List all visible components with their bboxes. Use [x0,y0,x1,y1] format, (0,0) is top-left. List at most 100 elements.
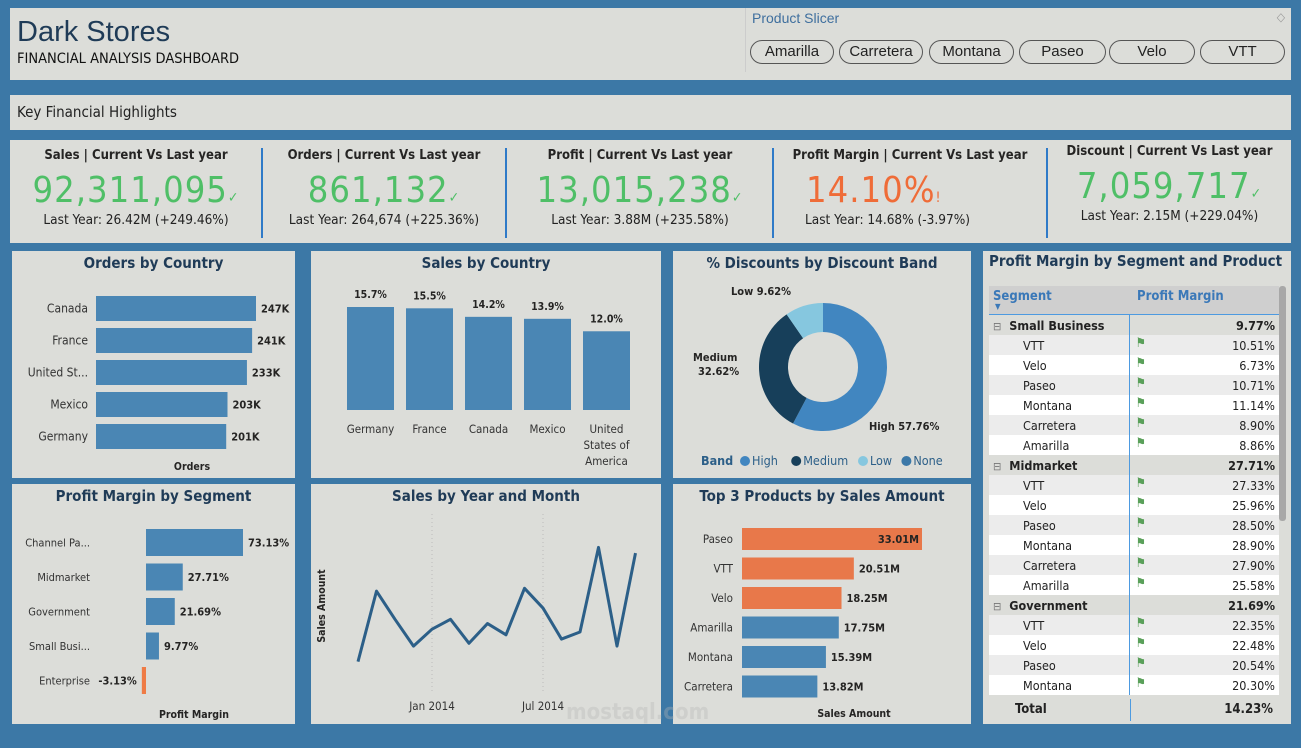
kpi-value: 13,015,238✓ [536,170,744,211]
column-header-segment[interactable]: Segment [993,289,1052,304]
data-label: 21.69% [180,606,221,619]
product-name: VTT [989,335,1130,355]
bar [406,308,453,410]
kpi-last-year: Last Year: 14.68% (-3.97%) [805,212,970,228]
segment-row[interactable]: ⊟ Midmarket 27.71% [989,455,1279,475]
divider [772,148,774,238]
category-label: France [412,422,446,436]
legend-marker [858,456,868,466]
category-label: Small Busi... [29,640,90,653]
flag-icon: ⚑ [1135,656,1147,671]
kpi-value: 92,311,095✓ [32,170,240,211]
collapse-icon[interactable]: ⊟ [993,599,1002,613]
sales-line [356,545,637,662]
discount-band-chart: % Discounts by Discount Band High 57.76% M… [673,251,971,478]
flag-icon: ⚑ [1135,496,1147,511]
data-label: 18.25M [847,592,888,605]
profit-margin-segment-chart: Profit Margin by Segment Channel Pa... 73.… [12,484,295,724]
category-label: Mexico [50,398,88,412]
slicer-option-vtt[interactable]: VTT [1200,40,1285,64]
category-label: Paseo [703,532,733,546]
product-name: Montana [989,395,1130,415]
slicer-option-amarilla[interactable]: Amarilla [750,40,834,64]
matrix-title: Profit Margin by Segment and Product [989,252,1283,270]
sales-by-country-chart: Sales by Country 15.7% Germany 15.5% France 1… [311,251,661,478]
product-value: ⚑ 27.33% [1129,475,1279,495]
divider [505,148,507,238]
check-icon: ✓ [731,190,744,206]
bar [96,392,228,417]
product-row: Montana ⚑ 28.90% [989,535,1279,555]
category-label: Government [28,606,90,619]
segment-row[interactable]: ⊟ Small Business 9.77% [989,315,1279,335]
collapse-icon[interactable]: ⊟ [993,319,1002,333]
slicer-option-paseo[interactable]: Paseo [1019,40,1106,64]
data-label: 14.2% [472,299,505,311]
product-name: Montana [989,535,1130,555]
category-label: Germany [347,422,395,436]
category-label: Enterprise [39,675,90,688]
slicer-option-velo[interactable]: Velo [1109,40,1195,64]
x-axis-title: Profit Margin [159,709,229,721]
segment-value: 27.71% [1129,455,1279,475]
legend-item: None [913,453,942,468]
segment-name: ⊟ Small Business [989,315,1130,335]
data-label: 233K [252,367,281,380]
data-label: 15.5% [413,290,446,302]
category-label: France [52,334,88,348]
flag-icon: ⚑ [1135,636,1147,651]
profit-margin-matrix: Profit Margin by Segment and Product Seg… [983,251,1291,724]
check-icon: ✓ [448,190,461,206]
slicer-option-carretera[interactable]: Carretera [839,40,923,64]
kpi-value: 7,059,717✓ [1076,166,1263,207]
header-panel: Dark Stores FINANCIAL ANALYSIS DASHBOARD… [10,8,1291,80]
eraser-icon[interactable]: ◇ [1276,10,1285,24]
segment-value: 21.69% [1129,595,1279,615]
matrix-table: ⊟ Small Business 9.77% VTT ⚑ 10.51% Velo ⚑ 6.73%… [989,315,1279,695]
segment-row[interactable]: ⊟ Government 21.69% [989,595,1279,615]
matrix-scrollbar[interactable] [1279,286,1286,521]
data-label: 9.77% [164,640,198,653]
chart-title: Orders by Country [83,254,224,272]
flag-icon: ⚑ [1135,536,1147,551]
legend-marker [740,456,750,466]
alert-icon: ! [935,190,942,206]
product-row: Carretera ⚑ 8.90% [989,415,1279,435]
slicer-option-montana[interactable]: Montana [929,40,1014,64]
product-value: ⚑ 28.50% [1129,515,1279,535]
product-name: Carretera [989,415,1130,435]
category-label: Canada [469,422,508,436]
product-row: Velo ⚑ 22.48% [989,635,1279,655]
flag-icon: ⚑ [1135,396,1147,411]
category-label: States of [583,438,629,452]
data-label: 247K [261,303,290,316]
product-name: Paseo [989,515,1130,535]
product-value: ⚑ 11.14% [1129,395,1279,415]
x-tick-label: Jan 2014 [408,699,455,713]
top-products-chart: Top 3 Products by Sales Amount Paseo 33.01… [673,484,971,724]
data-label: 201K [231,431,260,444]
legend-item: Low [870,453,892,468]
column-header-profit-margin[interactable]: Profit Margin [1137,289,1224,304]
x-axis-title: Orders [174,461,211,473]
flag-icon: ⚑ [1135,576,1147,591]
flag-icon: ⚑ [1135,516,1147,531]
bar [96,360,247,385]
product-row: Amarilla ⚑ 25.58% [989,575,1279,595]
section-header: Key Financial Highlights [10,95,1291,130]
product-row: Paseo ⚑ 10.71% [989,375,1279,395]
product-row: VTT ⚑ 27.33% [989,475,1279,495]
bar [742,587,842,609]
product-slicer: Product Slicer ◇ Amarilla Carretera Mont… [745,8,1291,72]
product-value: ⚑ 8.86% [1129,435,1279,455]
sales-by-month-chart: Sales by Year and Month Jan 2014 Jul 2014 S… [311,484,661,724]
kpi-title: Discount | Current Vs Last year [1066,144,1273,159]
bar [96,424,227,449]
category-label: Velo [711,591,733,605]
product-name: Paseo [989,375,1130,395]
segment-name: ⊟ Government [989,595,1130,615]
collapse-icon[interactable]: ⊟ [993,459,1002,473]
divider [261,148,263,238]
data-label: 13.82M [822,681,863,694]
bar [742,616,839,639]
